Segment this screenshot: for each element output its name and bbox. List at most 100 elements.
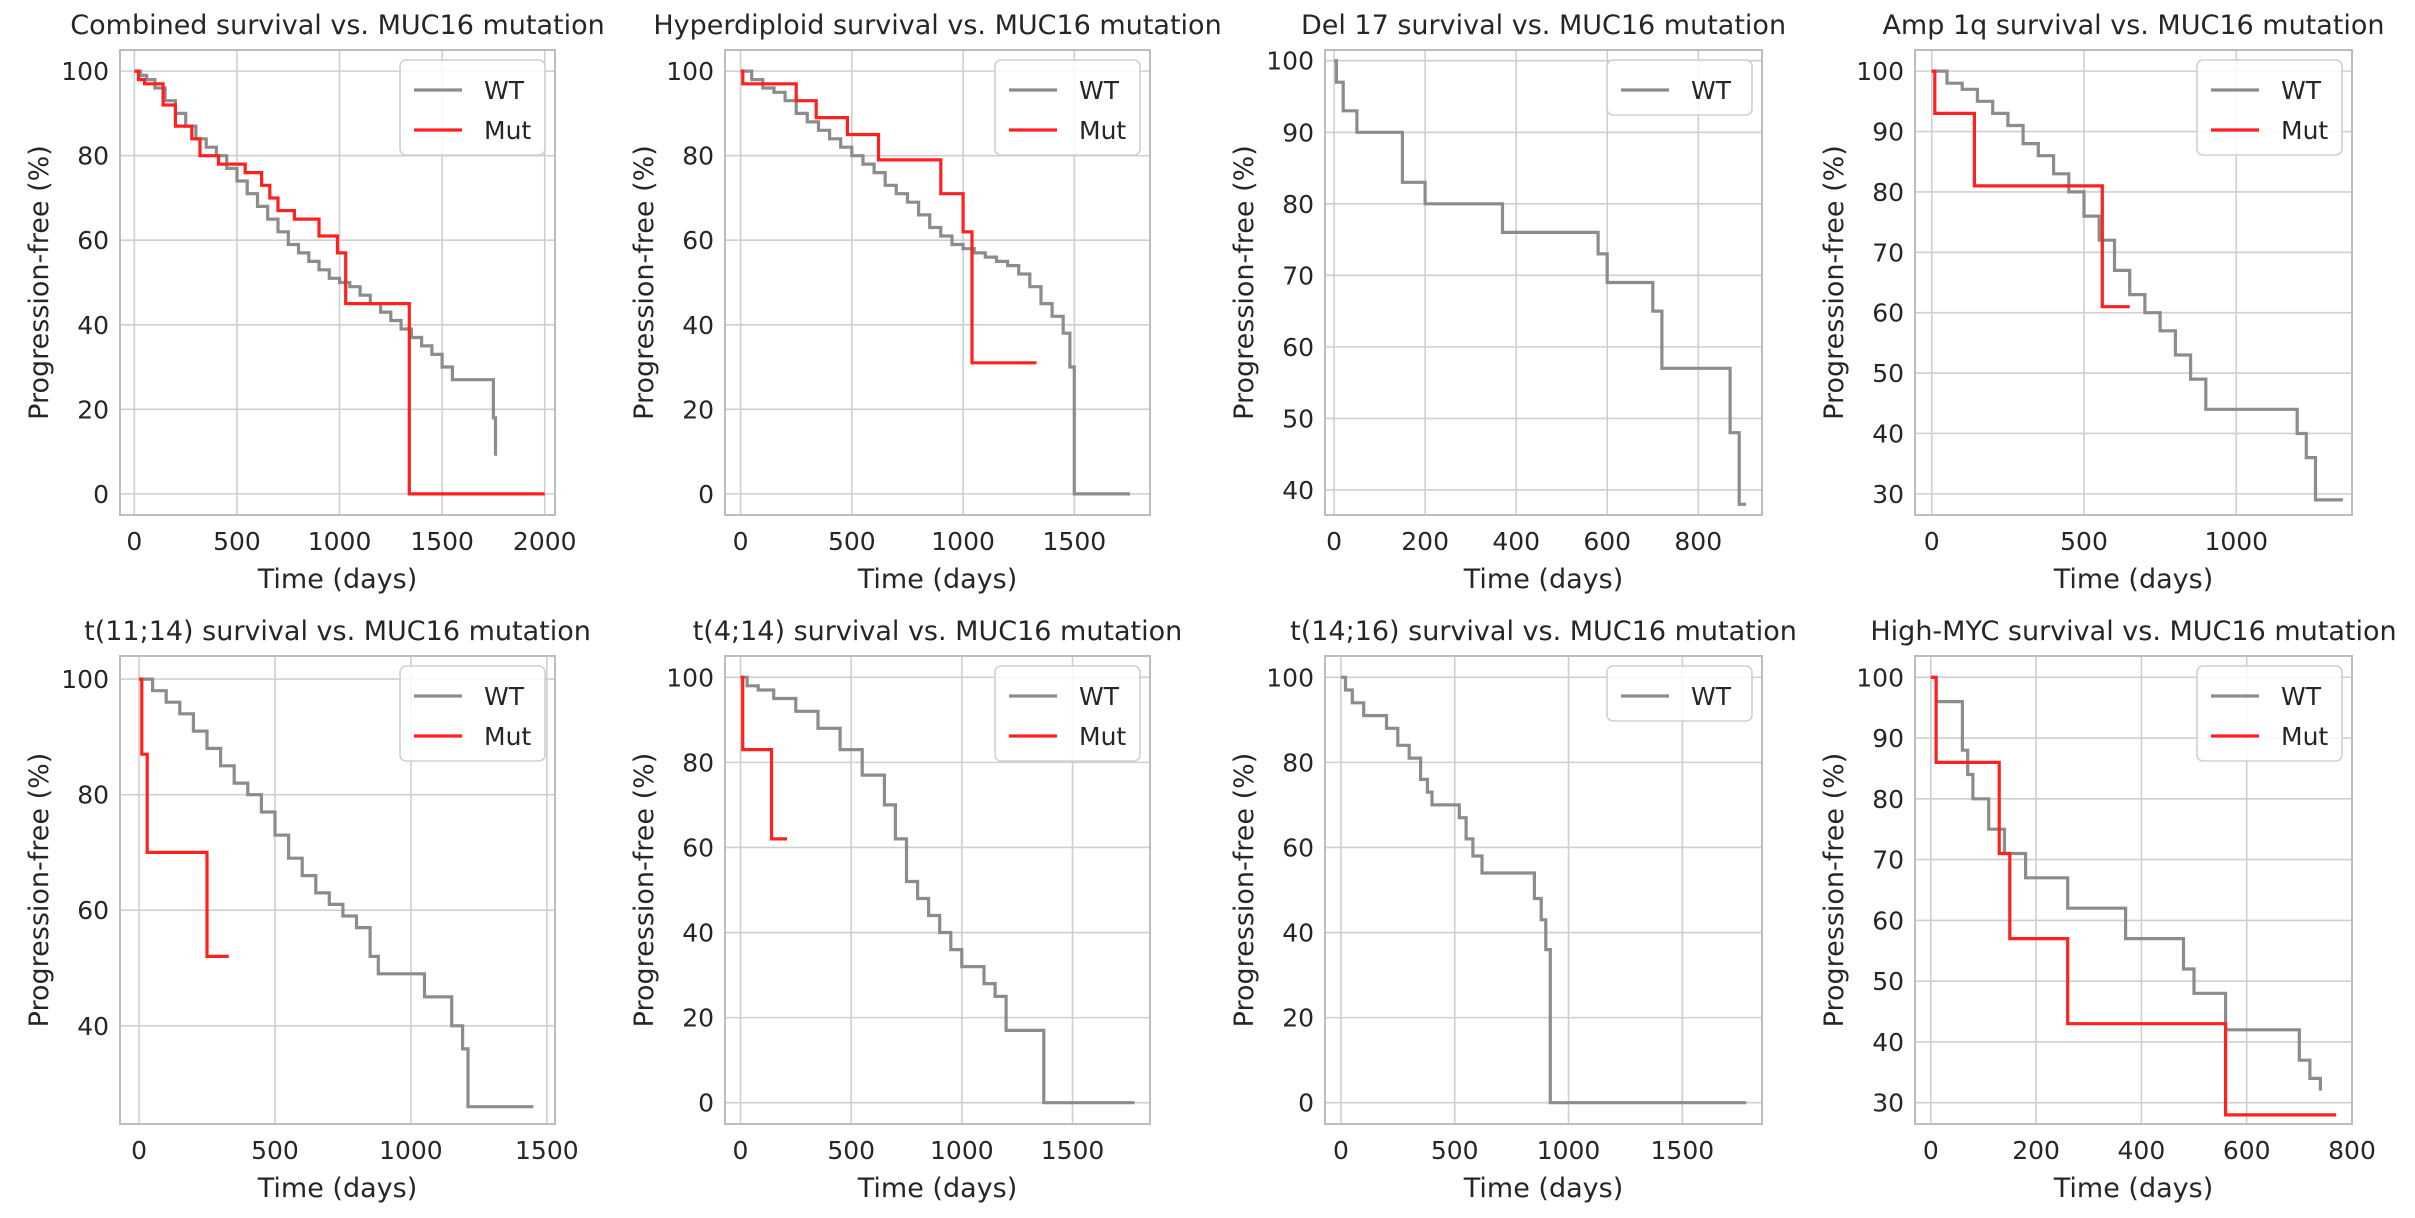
y-tick-label: 100 bbox=[666, 57, 714, 86]
chart-title: Amp 1q survival vs. MUC16 mutation bbox=[1882, 10, 2384, 41]
legend: WT Mut bbox=[2196, 59, 2343, 156]
chart-title: Combined survival vs. MUC16 mutation bbox=[70, 10, 604, 41]
x-tick-label: 1500 bbox=[1041, 1136, 1105, 1165]
x-tick-label: 800 bbox=[1674, 527, 1722, 556]
legend-label-wt: WT bbox=[1691, 76, 1732, 105]
x-axis-label: Time (days) bbox=[2053, 1173, 2213, 1204]
x-tick-label: 0 bbox=[126, 527, 142, 556]
chart-title: t(11;14) survival vs. MUC16 mutation bbox=[84, 616, 591, 647]
x-tick-label: 1000 bbox=[379, 1136, 443, 1165]
x-tick-label: 1500 bbox=[410, 527, 474, 556]
y-axis-label: Progression-free (%) bbox=[1229, 145, 1260, 420]
x-tick-label: 1000 bbox=[2204, 527, 2268, 556]
legend-label-wt: WT bbox=[2281, 76, 2322, 105]
x-axis-label: Time (days) bbox=[857, 564, 1017, 595]
series-line-mut bbox=[1931, 69, 2130, 309]
x-axis-label: Time (days) bbox=[2053, 564, 2213, 595]
legend-box bbox=[1606, 665, 1753, 722]
y-tick-label: 40 bbox=[1872, 1028, 1904, 1057]
y-tick-label: 40 bbox=[1282, 919, 1314, 948]
series-line-mut bbox=[134, 69, 545, 496]
x-tick-label: 1500 bbox=[515, 1136, 579, 1165]
x-tick-label: 500 bbox=[1431, 1136, 1479, 1165]
x-tick-label: 0 bbox=[1326, 527, 1342, 556]
x-tick-label: 400 bbox=[2118, 1136, 2166, 1165]
x-axis-label: Time (days) bbox=[257, 564, 417, 595]
chart-panel-3: 0 200 400 600 800 40 50 60 70 80 90 100 Del 17 survi… bbox=[1229, 10, 1786, 595]
legend-label-wt: WT bbox=[484, 682, 525, 711]
legend-label-wt: WT bbox=[1079, 76, 1120, 105]
y-axis-label: Progression-free (%) bbox=[1819, 753, 1850, 1028]
x-axis-label: Time (days) bbox=[257, 1173, 417, 1204]
y-tick-label: 0 bbox=[698, 1089, 714, 1118]
y-axis-label: Progression-free (%) bbox=[629, 145, 660, 420]
plot-frame bbox=[1324, 49, 1763, 516]
y-tick-label: 20 bbox=[1282, 1004, 1314, 1033]
x-tick-label: 1000 bbox=[930, 1136, 994, 1165]
y-tick-label: 50 bbox=[1872, 359, 1904, 388]
x-axis-label: Time (days) bbox=[1463, 564, 1623, 595]
x-tick-label: 0 bbox=[131, 1136, 147, 1165]
y-tick-label: 60 bbox=[682, 833, 714, 862]
y-tick-label: 20 bbox=[682, 395, 714, 424]
y-tick-label: 80 bbox=[77, 781, 109, 810]
series-line-wt bbox=[1334, 59, 1747, 506]
chart-title: t(4;14) survival vs. MUC16 mutation bbox=[693, 616, 1183, 647]
y-tick-label: 60 bbox=[1282, 833, 1314, 862]
y-tick-label: 70 bbox=[1872, 846, 1904, 875]
x-tick-label: 0 bbox=[1333, 1136, 1349, 1165]
y-tick-label: 40 bbox=[682, 919, 714, 948]
y-tick-label: 90 bbox=[1872, 118, 1904, 147]
x-tick-label: 0 bbox=[1924, 527, 1940, 556]
chart-panel-4: 0 500 1000 30 40 50 60 70 80 90 100 Amp 1q survival… bbox=[1819, 10, 2385, 595]
plot-frame bbox=[1324, 655, 1763, 1125]
y-tick-label: 60 bbox=[77, 896, 109, 925]
series-line-mut bbox=[1930, 675, 2337, 1117]
y-tick-label: 0 bbox=[698, 480, 714, 509]
y-axis-label: Progression-free (%) bbox=[1819, 145, 1850, 420]
y-tick-label: 0 bbox=[93, 480, 109, 509]
chart-title: t(14;16) survival vs. MUC16 mutation bbox=[1290, 616, 1797, 647]
plot-frame bbox=[724, 49, 1151, 516]
series-line-wt bbox=[1931, 69, 2343, 502]
chart-panel-8: 0 200 400 600 800 30 40 50 60 70 80 90 100 High-MYC s… bbox=[1819, 616, 2397, 1204]
chart-panel-1: 0 500 1000 1500 2000 0 20 40 60 80 100 Combined sur… bbox=[24, 10, 605, 595]
plot-frame bbox=[1914, 49, 2353, 516]
y-tick-label: 50 bbox=[1872, 967, 1904, 996]
x-tick-label: 600 bbox=[2223, 1136, 2271, 1165]
x-tick-label: 800 bbox=[2328, 1136, 2376, 1165]
series-line-mut bbox=[139, 677, 229, 958]
legend: WT Mut bbox=[2196, 665, 2343, 762]
x-axis-label: Time (days) bbox=[1463, 1173, 1623, 1204]
x-tick-label: 2000 bbox=[513, 527, 577, 556]
series-line-wt bbox=[139, 677, 534, 1109]
y-tick-label: 80 bbox=[1872, 785, 1904, 814]
legend-label-wt: WT bbox=[1079, 682, 1120, 711]
chart-title: High-MYC survival vs. MUC16 mutation bbox=[1870, 616, 2396, 647]
x-tick-label: 1500 bbox=[1043, 527, 1107, 556]
legend: WT Mut bbox=[994, 59, 1141, 156]
x-tick-label: 0 bbox=[733, 527, 749, 556]
x-tick-label: 500 bbox=[2060, 527, 2108, 556]
legend-label-mut: Mut bbox=[484, 116, 531, 145]
y-tick-label: 40 bbox=[77, 1012, 109, 1041]
legend-label-wt: WT bbox=[484, 76, 525, 105]
y-tick-label: 100 bbox=[1266, 663, 1314, 692]
y-tick-label: 50 bbox=[1282, 404, 1314, 433]
x-tick-label: 500 bbox=[213, 527, 261, 556]
y-tick-label: 80 bbox=[1872, 178, 1904, 207]
series-line-wt bbox=[740, 69, 1130, 496]
x-tick-label: 1000 bbox=[308, 527, 372, 556]
y-tick-label: 60 bbox=[682, 226, 714, 255]
x-tick-label: 200 bbox=[2012, 1136, 2060, 1165]
y-tick-label: 100 bbox=[61, 57, 109, 86]
legend-label-mut: Mut bbox=[484, 722, 531, 751]
y-tick-label: 60 bbox=[1872, 299, 1904, 328]
x-tick-label: 400 bbox=[1492, 527, 1540, 556]
plot-frame bbox=[119, 655, 556, 1125]
legend: WT Mut bbox=[994, 665, 1141, 762]
series-line-wt bbox=[1930, 675, 2322, 1091]
y-tick-label: 100 bbox=[1266, 47, 1314, 76]
y-axis-label: Progression-free (%) bbox=[24, 145, 55, 420]
